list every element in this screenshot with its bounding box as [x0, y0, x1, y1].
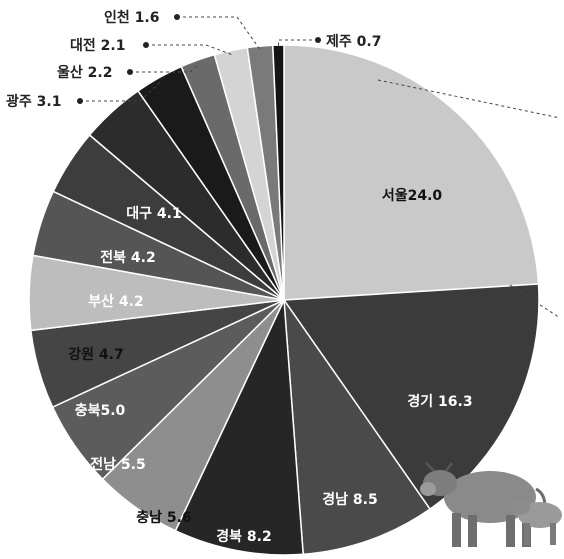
pie-inside-labels: 서울24.0 경기 16.3 경남 8.5 경북 8.2 충남 5.6 전남 5.5 충북5…	[68, 187, 472, 545]
slice-label-8: 강원 4.7	[68, 346, 123, 363]
pie-outside-labels: 광주 3.1 울산 2.2 대전 2.1 인천 1.6 제주 0.7	[6, 9, 381, 110]
slice-label-10: 전북 4.2	[100, 249, 155, 266]
slice-label-2: 경기 16.3	[407, 393, 472, 410]
pie-slice-3	[283, 297, 432, 556]
cow-and-calf-icon	[420, 461, 562, 547]
pie-slice-4	[174, 297, 305, 556]
leader-dot-15	[174, 14, 180, 20]
decorative-dashed-line-right	[509, 284, 561, 319]
pie-slices	[28, 44, 540, 556]
leader-line-13	[136, 63, 200, 73]
decorative-leader-lines	[377, 79, 561, 319]
leader-dot-13	[127, 69, 133, 75]
slice-label-15: 인천 1.6	[104, 9, 159, 26]
pie-slice-1	[283, 44, 540, 301]
slice-label-4: 경북 8.2	[216, 528, 271, 545]
slice-label-5: 충남 5.6	[136, 509, 191, 526]
leader-dot-16	[315, 37, 321, 43]
leader-dot-12	[77, 98, 83, 104]
leader-line-14	[152, 44, 232, 55]
slice-label-6: 전남 5.5	[90, 456, 145, 473]
slice-label-3: 경남 8.5	[322, 491, 377, 508]
slice-label-1: 서울24.0	[382, 187, 443, 204]
leader-line-15	[183, 16, 261, 51]
slice-label-7: 충북5.0	[75, 403, 126, 419]
leader-line-12	[86, 80, 162, 102]
slice-label-9: 부산 4.2	[88, 293, 143, 310]
decorative-dashed-line-top	[377, 79, 561, 119]
leader-dot-14	[143, 42, 149, 48]
slice-label-13: 울산 2.2	[57, 64, 112, 81]
slice-label-11: 대구 4.1	[126, 206, 181, 222]
slice-label-14: 대전 2.1	[70, 37, 125, 54]
slice-label-12: 광주 3.1	[6, 93, 61, 110]
slice-label-16: 제주 0.7	[326, 34, 381, 50]
